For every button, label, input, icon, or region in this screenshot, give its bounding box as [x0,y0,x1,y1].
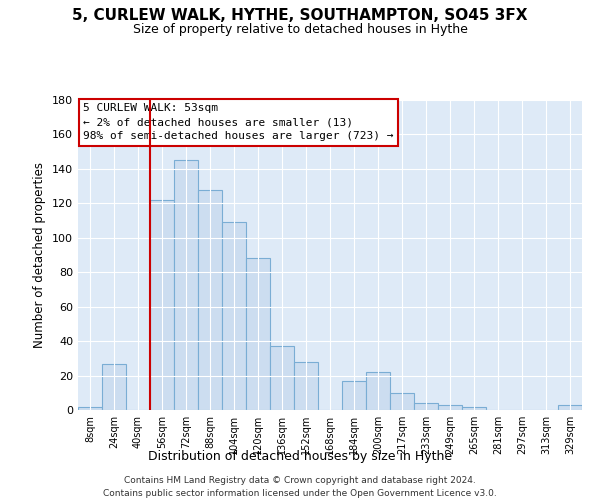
Text: 5 CURLEW WALK: 53sqm
← 2% of detached houses are smaller (13)
98% of semi-detach: 5 CURLEW WALK: 53sqm ← 2% of detached ho… [83,103,394,141]
Bar [222,222,246,410]
Bar [174,160,198,410]
Bar [270,346,294,410]
Bar [390,393,414,410]
Bar [150,200,174,410]
Text: Contains HM Land Registry data © Crown copyright and database right 2024.
Contai: Contains HM Land Registry data © Crown c… [103,476,497,498]
Bar [558,405,582,410]
Bar [198,190,222,410]
Bar [246,258,270,410]
Bar [102,364,126,410]
Text: Size of property relative to detached houses in Hythe: Size of property relative to detached ho… [133,22,467,36]
Bar [438,405,462,410]
Text: 5, CURLEW WALK, HYTHE, SOUTHAMPTON, SO45 3FX: 5, CURLEW WALK, HYTHE, SOUTHAMPTON, SO45… [72,8,528,22]
Y-axis label: Number of detached properties: Number of detached properties [34,162,46,348]
Bar [342,380,366,410]
Bar [462,406,486,410]
Text: Distribution of detached houses by size in Hythe: Distribution of detached houses by size … [148,450,452,463]
Bar [414,403,438,410]
Bar [294,362,318,410]
Bar [366,372,390,410]
Bar [78,406,102,410]
